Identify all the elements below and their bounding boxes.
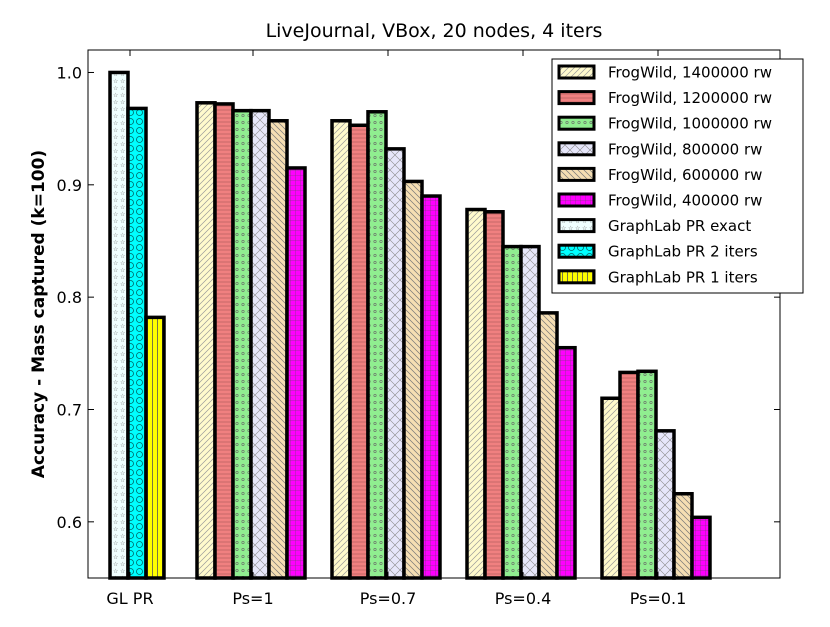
bar: [654, 429, 676, 580]
legend-swatch: [557, 269, 596, 285]
bar: [483, 210, 505, 580]
legend-item: FrogWild, 1000000 rw: [557, 115, 772, 133]
legend-label: GraphLab PR 2 iters: [608, 243, 758, 261]
bar: [213, 102, 235, 580]
legend-item: GraphLab PR exact: [557, 217, 751, 235]
bar: [330, 119, 352, 580]
y-tick-label: 1.0: [57, 63, 82, 82]
legend-swatch: [557, 90, 596, 106]
bar: [348, 123, 370, 580]
legend-swatch: [557, 115, 596, 131]
legend-swatch: [557, 166, 596, 182]
chart-title: LiveJournal, VBox, 20 nodes, 4 iters: [266, 20, 603, 42]
legend-item: FrogWild, 600000 rw: [557, 166, 762, 184]
legend-swatch: [557, 192, 596, 208]
y-tick-label: 0.6: [57, 513, 82, 532]
bar: [672, 491, 694, 580]
bar: [465, 207, 487, 580]
legend-label: FrogWild, 1200000 rw: [608, 89, 772, 107]
x-tick-label: GL PR: [106, 589, 153, 608]
bar: [285, 166, 307, 580]
bar: [600, 396, 622, 580]
bar: [144, 315, 166, 580]
y-axis-label: Accuracy - Mass captured (k=100): [29, 150, 49, 478]
bar: [384, 147, 406, 580]
x-tick-label: Ps=0.4: [495, 589, 552, 608]
bar: [690, 515, 712, 580]
bar: [231, 108, 253, 580]
bar: [249, 108, 271, 580]
legend-swatch: [557, 218, 596, 234]
legend-item: GraphLab PR 1 iters: [557, 268, 758, 286]
bar: [420, 194, 442, 580]
y-tick-label: 0.9: [57, 176, 82, 195]
plot-frame: [87, 49, 781, 579]
bar: [501, 244, 523, 580]
bar: [636, 369, 658, 580]
bar: [366, 110, 388, 580]
legend-label: GraphLab PR exact: [608, 217, 751, 235]
bar: [537, 311, 559, 580]
bar: [195, 101, 217, 580]
legend-label: FrogWild, 800000 rw: [608, 140, 762, 158]
x-tick-label: Ps=1: [232, 589, 273, 608]
x-tick-label: Ps=0.1: [630, 589, 687, 608]
legend-label: FrogWild, 1000000 rw: [608, 115, 772, 133]
legend-item: FrogWild, 1200000 rw: [557, 89, 772, 107]
legend-label: FrogWild, 600000 rw: [608, 166, 762, 184]
bar: [618, 370, 640, 580]
legend-label: FrogWild, 400000 rw: [608, 192, 762, 210]
bar: [402, 179, 424, 580]
bar: [555, 345, 577, 580]
legend: FrogWild, 1400000 rw FrogWild, 1200000 rw…: [551, 58, 804, 294]
x-tick-label: Ps=0.7: [360, 589, 417, 608]
legend-item: GraphLab PR 2 iters: [557, 243, 758, 261]
legend-label: FrogWild, 1400000 rw: [608, 64, 772, 82]
y-tick-label: 0.8: [57, 288, 82, 307]
bar: [126, 106, 148, 580]
y-tick-label: 0.7: [57, 400, 82, 419]
bar: [519, 244, 541, 580]
legend-item: FrogWild, 400000 rw: [557, 192, 762, 210]
bar: [108, 70, 130, 580]
legend-swatch: [557, 64, 596, 80]
bar: [267, 119, 289, 580]
legend-item: FrogWild, 1400000 rw: [557, 64, 772, 82]
legend-label: GraphLab PR 1 iters: [608, 268, 758, 286]
legend-swatch: [557, 243, 596, 259]
legend-swatch: [557, 141, 596, 157]
legend-item: FrogWild, 800000 rw: [557, 140, 762, 158]
